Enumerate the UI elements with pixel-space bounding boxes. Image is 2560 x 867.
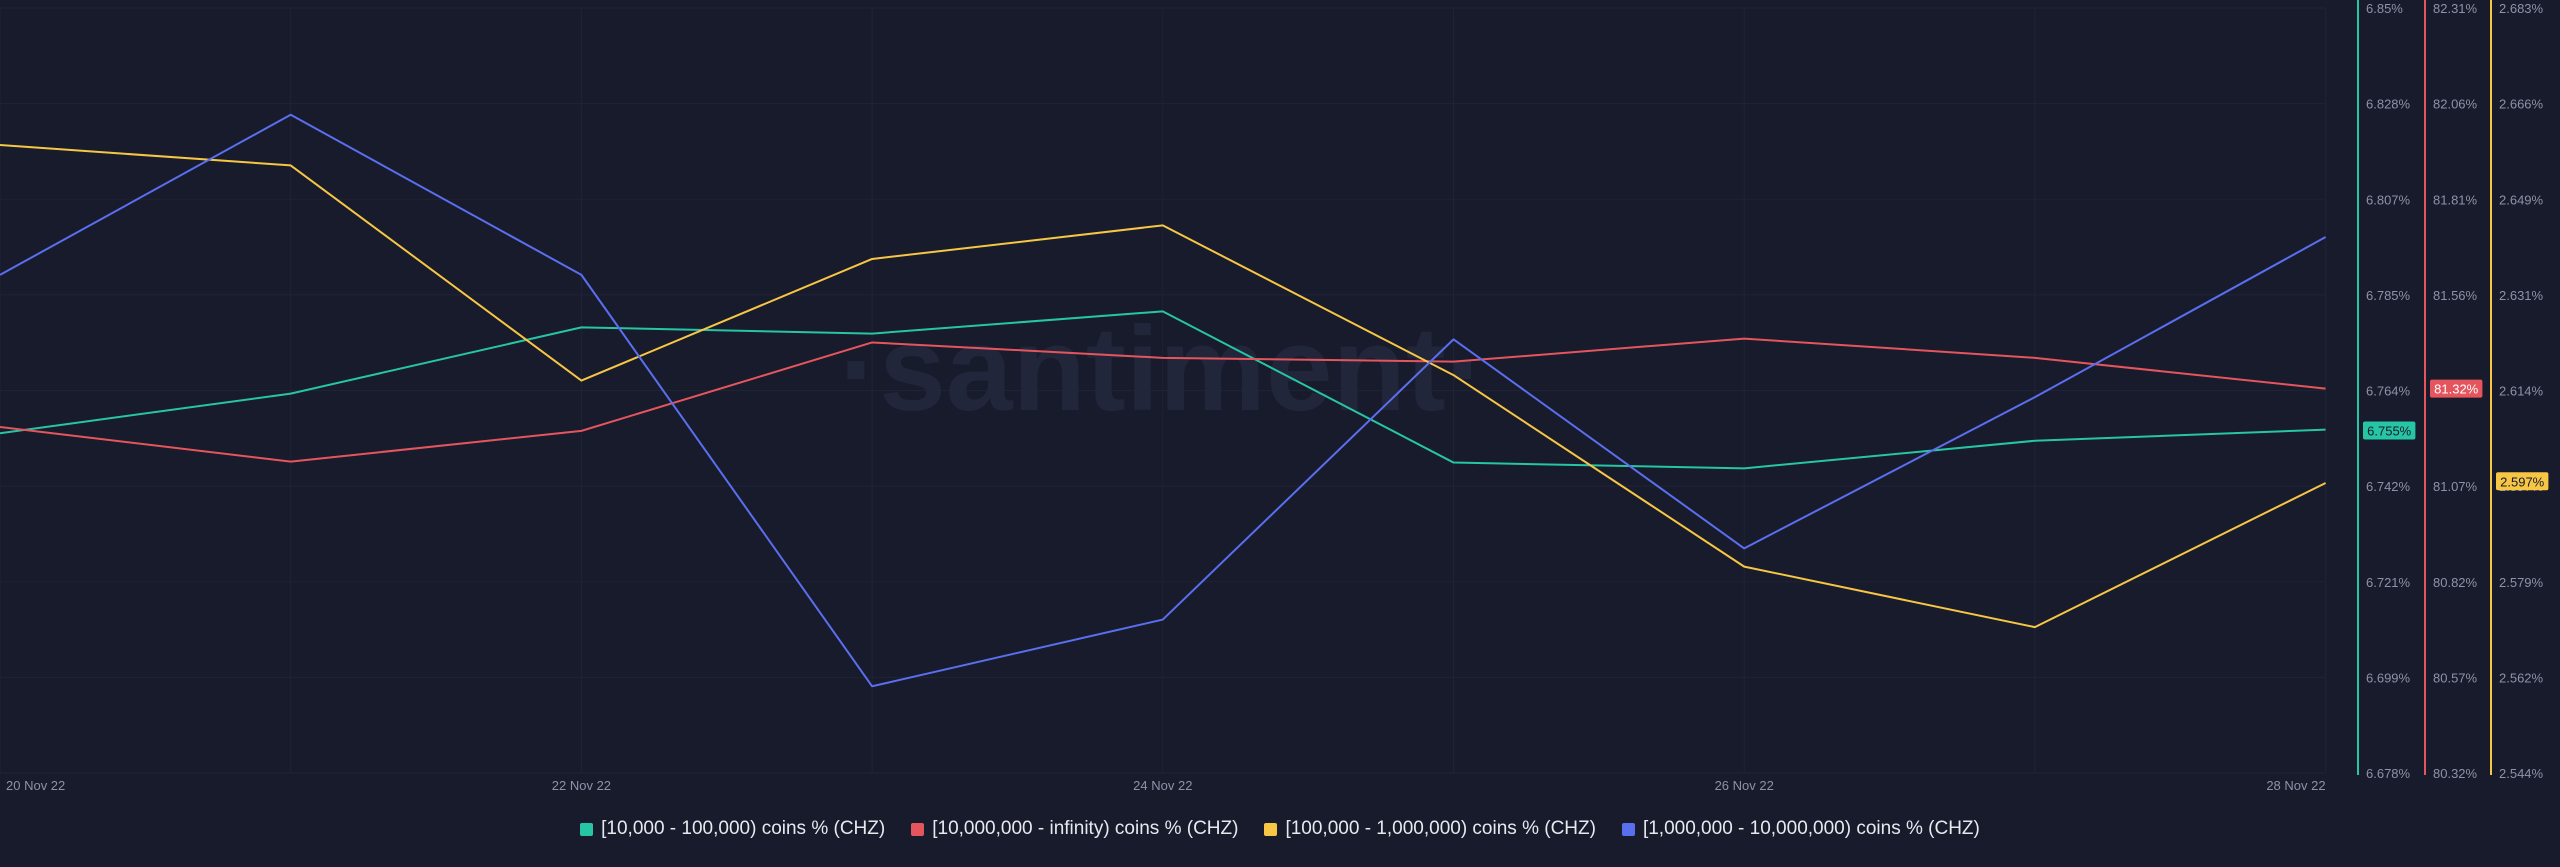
legend-item[interactable]: [100,000 - 1,000,000) coins % (CHZ) <box>1264 818 1596 840</box>
legend-swatch <box>580 822 594 836</box>
legend-item[interactable]: [10,000,000 - infinity) coins % (CHZ) <box>911 818 1238 840</box>
y-tick-label: 2.614% <box>2499 384 2544 399</box>
legend-item[interactable]: [10,000 - 100,000) coins % (CHZ) <box>580 818 885 840</box>
y-tick-label: 2.631% <box>2499 288 2544 303</box>
y-tick-label: 6.807% <box>2366 192 2411 207</box>
watermark: ·santiment· <box>839 302 1486 436</box>
current-value-label-red: 81.32% <box>2434 382 2479 397</box>
legend-swatch <box>1264 822 1278 836</box>
legend: [10,000 - 100,000) coins % (CHZ) [10,000,… <box>0 818 2560 840</box>
legend-swatch <box>1621 822 1635 836</box>
x-tick-label: 26 Nov 22 <box>1715 778 1774 793</box>
x-tick-label: 28 Nov 22 <box>2266 778 2325 793</box>
y-tick-label: 80.57% <box>2433 670 2478 685</box>
y-tick-label: 2.544% <box>2499 766 2544 781</box>
y-tick-label: 80.32% <box>2433 766 2478 781</box>
y-tick-label: 6.828% <box>2366 97 2411 112</box>
y-tick-label: 82.31% <box>2433 1 2478 16</box>
legend-label: [10,000 - 100,000) coins % (CHZ) <box>601 818 886 839</box>
y-tick-label: 6.742% <box>2366 479 2411 494</box>
legend-swatch <box>911 822 925 836</box>
x-tick-label: 24 Nov 22 <box>1133 778 1192 793</box>
y-tick-label: 6.721% <box>2366 575 2411 590</box>
current-value-badge-yellow <box>2496 472 2549 491</box>
y-tick-label: 6.85% <box>2366 1 2403 16</box>
legend-label: [100,000 - 1,000,000) coins % (CHZ) <box>1285 818 1596 839</box>
y-tick-label: 2.562% <box>2499 670 2544 685</box>
y-tick-label: 82.06% <box>2433 97 2478 112</box>
y-tick-label: 6.699% <box>2366 670 2411 685</box>
current-value-badge-red <box>2430 379 2483 398</box>
y-tick-label: 6.678% <box>2366 766 2411 781</box>
y-tick-label: 6.764% <box>2366 384 2411 399</box>
current-value-label-teal: 6.755% <box>2367 424 2412 439</box>
x-tick-label: 20 Nov 22 <box>6 778 65 793</box>
current-value-label-yellow: 2.597% <box>2500 474 2545 489</box>
y-tick-label: 6.785% <box>2366 288 2411 303</box>
y-tick-label: 81.81% <box>2433 192 2478 207</box>
current-value-badge-teal <box>2363 421 2416 440</box>
y-tick-label: 2.579% <box>2499 575 2544 590</box>
y-tick-label: 80.82% <box>2433 575 2478 590</box>
y-tick-label: 2.666% <box>2499 97 2544 112</box>
y-tick-label: 81.56% <box>2433 288 2478 303</box>
legend-label: [1,000,000 - 10,000,000) coins % (CHZ) <box>1642 818 1980 839</box>
x-tick-label: 22 Nov 22 <box>552 778 611 793</box>
y-tick-label: 2.649% <box>2499 192 2544 207</box>
y-tick-label: 81.07% <box>2433 479 2478 494</box>
line-chart: ·santiment· 6.85% 6.828% 6.807% 6.785% 6.764%… <box>0 0 2549 793</box>
legend-label: [10,000,000 - infinity) coins % (CHZ) <box>932 818 1239 839</box>
y-tick-label: 2.683% <box>2499 1 2544 16</box>
legend-item[interactable]: [1,000,000 - 10,000,000) coins % (CHZ) <box>1621 818 1980 840</box>
